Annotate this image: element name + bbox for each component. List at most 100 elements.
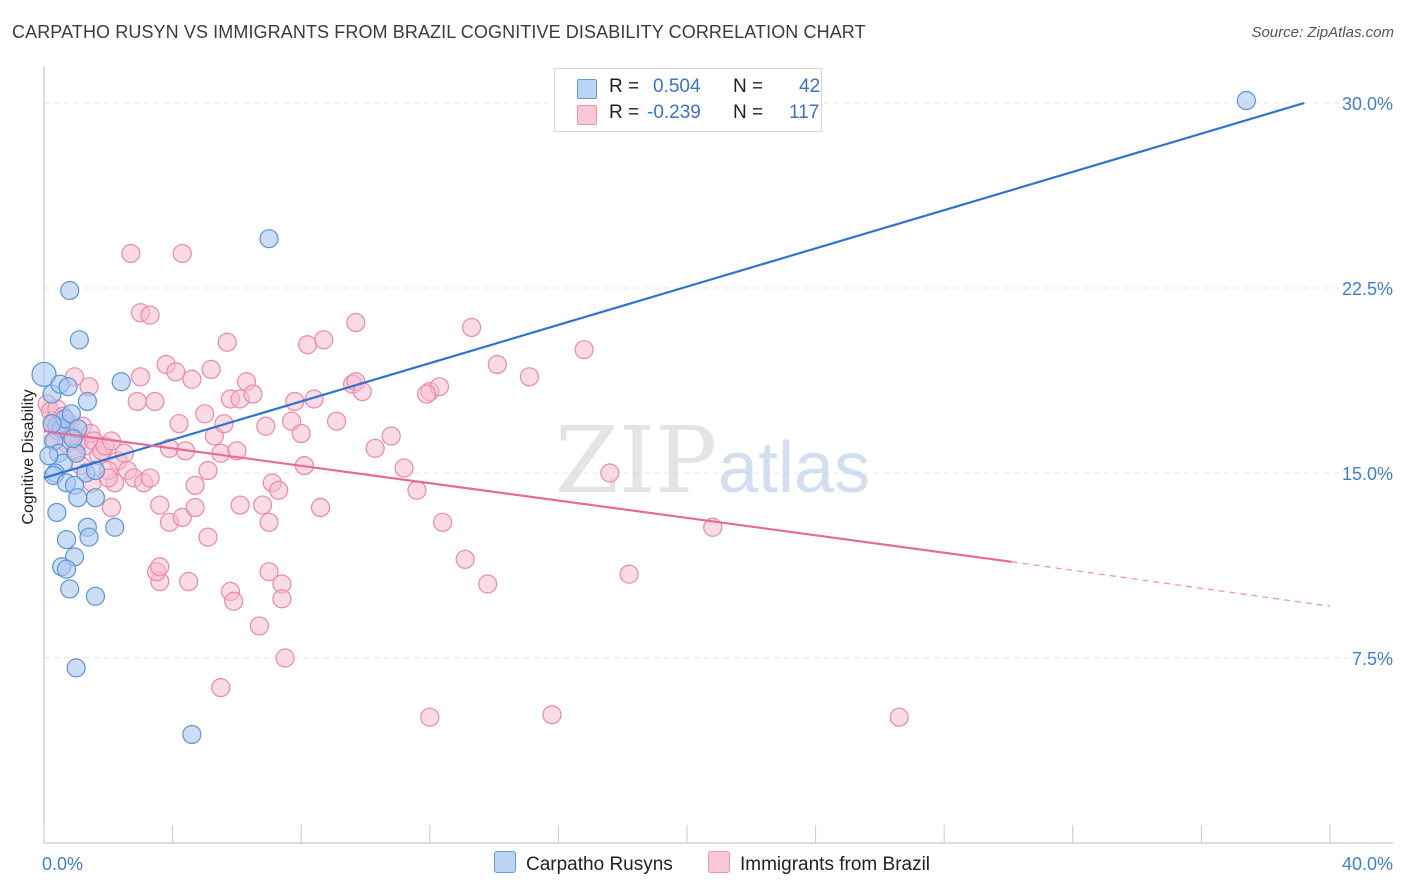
data-point-immigrants-from-brazil xyxy=(433,512,453,532)
data-point-carpatho-rusyns xyxy=(259,229,279,249)
series-carpatho-rusyns xyxy=(31,90,1257,745)
data-point-immigrants-from-brazil xyxy=(326,411,347,431)
source-label: Source: ZipAtlas.com xyxy=(1251,24,1394,41)
legend-swatch-blue xyxy=(577,79,597,99)
data-point-immigrants-from-brazil xyxy=(140,305,160,325)
data-point-immigrants-from-brazil xyxy=(381,426,401,446)
data-point-immigrants-from-brazil xyxy=(394,458,414,478)
data-point-immigrants-from-brazil xyxy=(150,557,170,577)
data-point-immigrants-from-brazil xyxy=(272,589,292,609)
data-point-immigrants-from-brazil xyxy=(198,460,218,481)
bottom-legend-label: Immigrants from Brazil xyxy=(740,854,931,875)
data-point-immigrants-from-brazil xyxy=(461,317,482,338)
data-point-carpatho-rusyns xyxy=(182,724,202,745)
data-point-immigrants-from-brazil xyxy=(478,574,498,594)
watermark-zip: ZIP xyxy=(555,407,717,514)
y-tick-label: 22.5% xyxy=(1342,279,1393,299)
data-point-carpatho-rusyns xyxy=(68,488,88,508)
data-point-immigrants-from-brazil xyxy=(172,507,192,528)
data-point-immigrants-from-brazil xyxy=(130,367,151,387)
data-point-immigrants-from-brazil xyxy=(889,707,909,727)
data-point-immigrants-from-brazil xyxy=(310,497,331,518)
data-point-immigrants-from-brazil xyxy=(230,495,250,515)
data-point-immigrants-from-brazil xyxy=(304,389,324,409)
legend-r-value: -0.239 xyxy=(647,102,701,123)
data-point-immigrants-from-brazil xyxy=(256,416,276,436)
data-point-immigrants-from-brazil xyxy=(185,475,205,495)
data-point-carpatho-rusyns xyxy=(105,517,125,537)
data-point-immigrants-from-brazil xyxy=(291,423,311,444)
data-point-immigrants-from-brazil xyxy=(121,243,141,264)
data-point-carpatho-rusyns xyxy=(79,527,99,547)
data-point-immigrants-from-brazil xyxy=(140,468,160,488)
bottom-legend-carpatho-rusyns: Carpatho Rusyns xyxy=(494,851,673,876)
bottom-legend-swatch-blue xyxy=(494,851,516,873)
data-point-immigrants-from-brazil xyxy=(346,312,366,333)
legend-n-label: N = xyxy=(733,102,764,123)
trendline-extension-immigrants-from-brazil xyxy=(1011,561,1331,607)
data-point-immigrants-from-brazil xyxy=(127,391,147,412)
data-point-immigrants-from-brazil xyxy=(269,480,289,500)
legend-swatch-pink xyxy=(577,105,597,125)
data-point-immigrants-from-brazil xyxy=(145,391,165,412)
data-point-carpatho-rusyns xyxy=(58,377,78,397)
data-point-immigrants-from-brazil xyxy=(249,616,270,636)
data-point-carpatho-rusyns xyxy=(85,488,106,508)
data-point-carpatho-rusyns xyxy=(31,361,57,387)
data-point-immigrants-from-brazil xyxy=(259,512,279,532)
data-point-carpatho-rusyns xyxy=(47,502,67,523)
y-tick-label: 15.0% xyxy=(1342,464,1393,484)
data-point-immigrants-from-brazil xyxy=(169,414,189,434)
data-point-immigrants-from-brazil xyxy=(407,480,427,500)
legend-r-value: 0.504 xyxy=(653,76,701,97)
x-tick-label: 40.0% xyxy=(1342,854,1393,874)
y-axis-title: Cognitive Disability xyxy=(20,389,37,524)
data-point-carpatho-rusyns xyxy=(60,579,80,599)
data-point-immigrants-from-brazil xyxy=(201,359,221,379)
data-point-carpatho-rusyns xyxy=(56,529,77,550)
data-point-immigrants-from-brazil xyxy=(619,564,639,584)
data-point-immigrants-from-brazil xyxy=(519,367,540,387)
data-point-immigrants-from-brazil xyxy=(253,495,273,515)
chart-title: CARPATHO RUSYN VS IMMIGRANTS FROM BRAZIL… xyxy=(12,22,866,42)
watermark: ZIP atlas xyxy=(555,407,870,514)
data-point-immigrants-from-brazil xyxy=(211,677,231,698)
data-point-carpatho-rusyns xyxy=(111,372,131,392)
trendline-immigrants-from-brazil xyxy=(43,429,1012,563)
legend-n-value: 117 xyxy=(789,102,820,123)
bottom-legend-immigrants-from-brazil: Immigrants from Brazil xyxy=(708,851,930,876)
data-point-immigrants-from-brazil xyxy=(179,571,199,592)
data-point-immigrants-from-brazil xyxy=(298,335,318,355)
data-point-immigrants-from-brazil xyxy=(224,591,244,611)
data-point-immigrants-from-brazil xyxy=(574,340,594,360)
data-point-immigrants-from-brazil xyxy=(275,648,295,668)
legend-n-value: 42 xyxy=(799,76,821,97)
data-point-immigrants-from-brazil xyxy=(542,705,562,725)
data-point-immigrants-from-brazil xyxy=(150,495,170,515)
series-immigrants-from-brazil xyxy=(37,243,909,727)
correlation-legend: R = 0.504 N = 42 R = -0.239 N = 117 xyxy=(554,68,822,132)
x-tick-label: 0.0% xyxy=(42,854,83,874)
data-point-carpatho-rusyns xyxy=(63,428,83,449)
data-point-immigrants-from-brazil xyxy=(416,384,437,404)
data-point-carpatho-rusyns xyxy=(69,330,89,350)
legend-r-label: R = xyxy=(609,76,640,97)
data-point-immigrants-from-brazil xyxy=(600,463,620,483)
data-point-immigrants-from-brazil xyxy=(172,243,192,264)
data-point-immigrants-from-brazil xyxy=(314,330,334,350)
bottom-legend-label: Carpatho Rusyns xyxy=(526,854,673,875)
data-point-carpatho-rusyns xyxy=(56,559,77,579)
data-point-immigrants-from-brazil xyxy=(217,332,237,352)
data-point-carpatho-rusyns xyxy=(66,658,86,678)
watermark-atlas: atlas xyxy=(718,428,870,508)
legend-r-label: R = xyxy=(609,102,640,123)
data-point-immigrants-from-brazil xyxy=(487,354,507,375)
data-point-immigrants-from-brazil xyxy=(101,497,122,518)
bottom-legend-swatch-pink xyxy=(708,851,730,873)
data-point-immigrants-from-brazil xyxy=(420,707,440,727)
data-point-carpatho-rusyns xyxy=(77,391,98,412)
data-point-immigrants-from-brazil xyxy=(195,404,215,424)
data-point-immigrants-from-brazil xyxy=(365,438,385,458)
data-point-immigrants-from-brazil xyxy=(182,369,202,389)
